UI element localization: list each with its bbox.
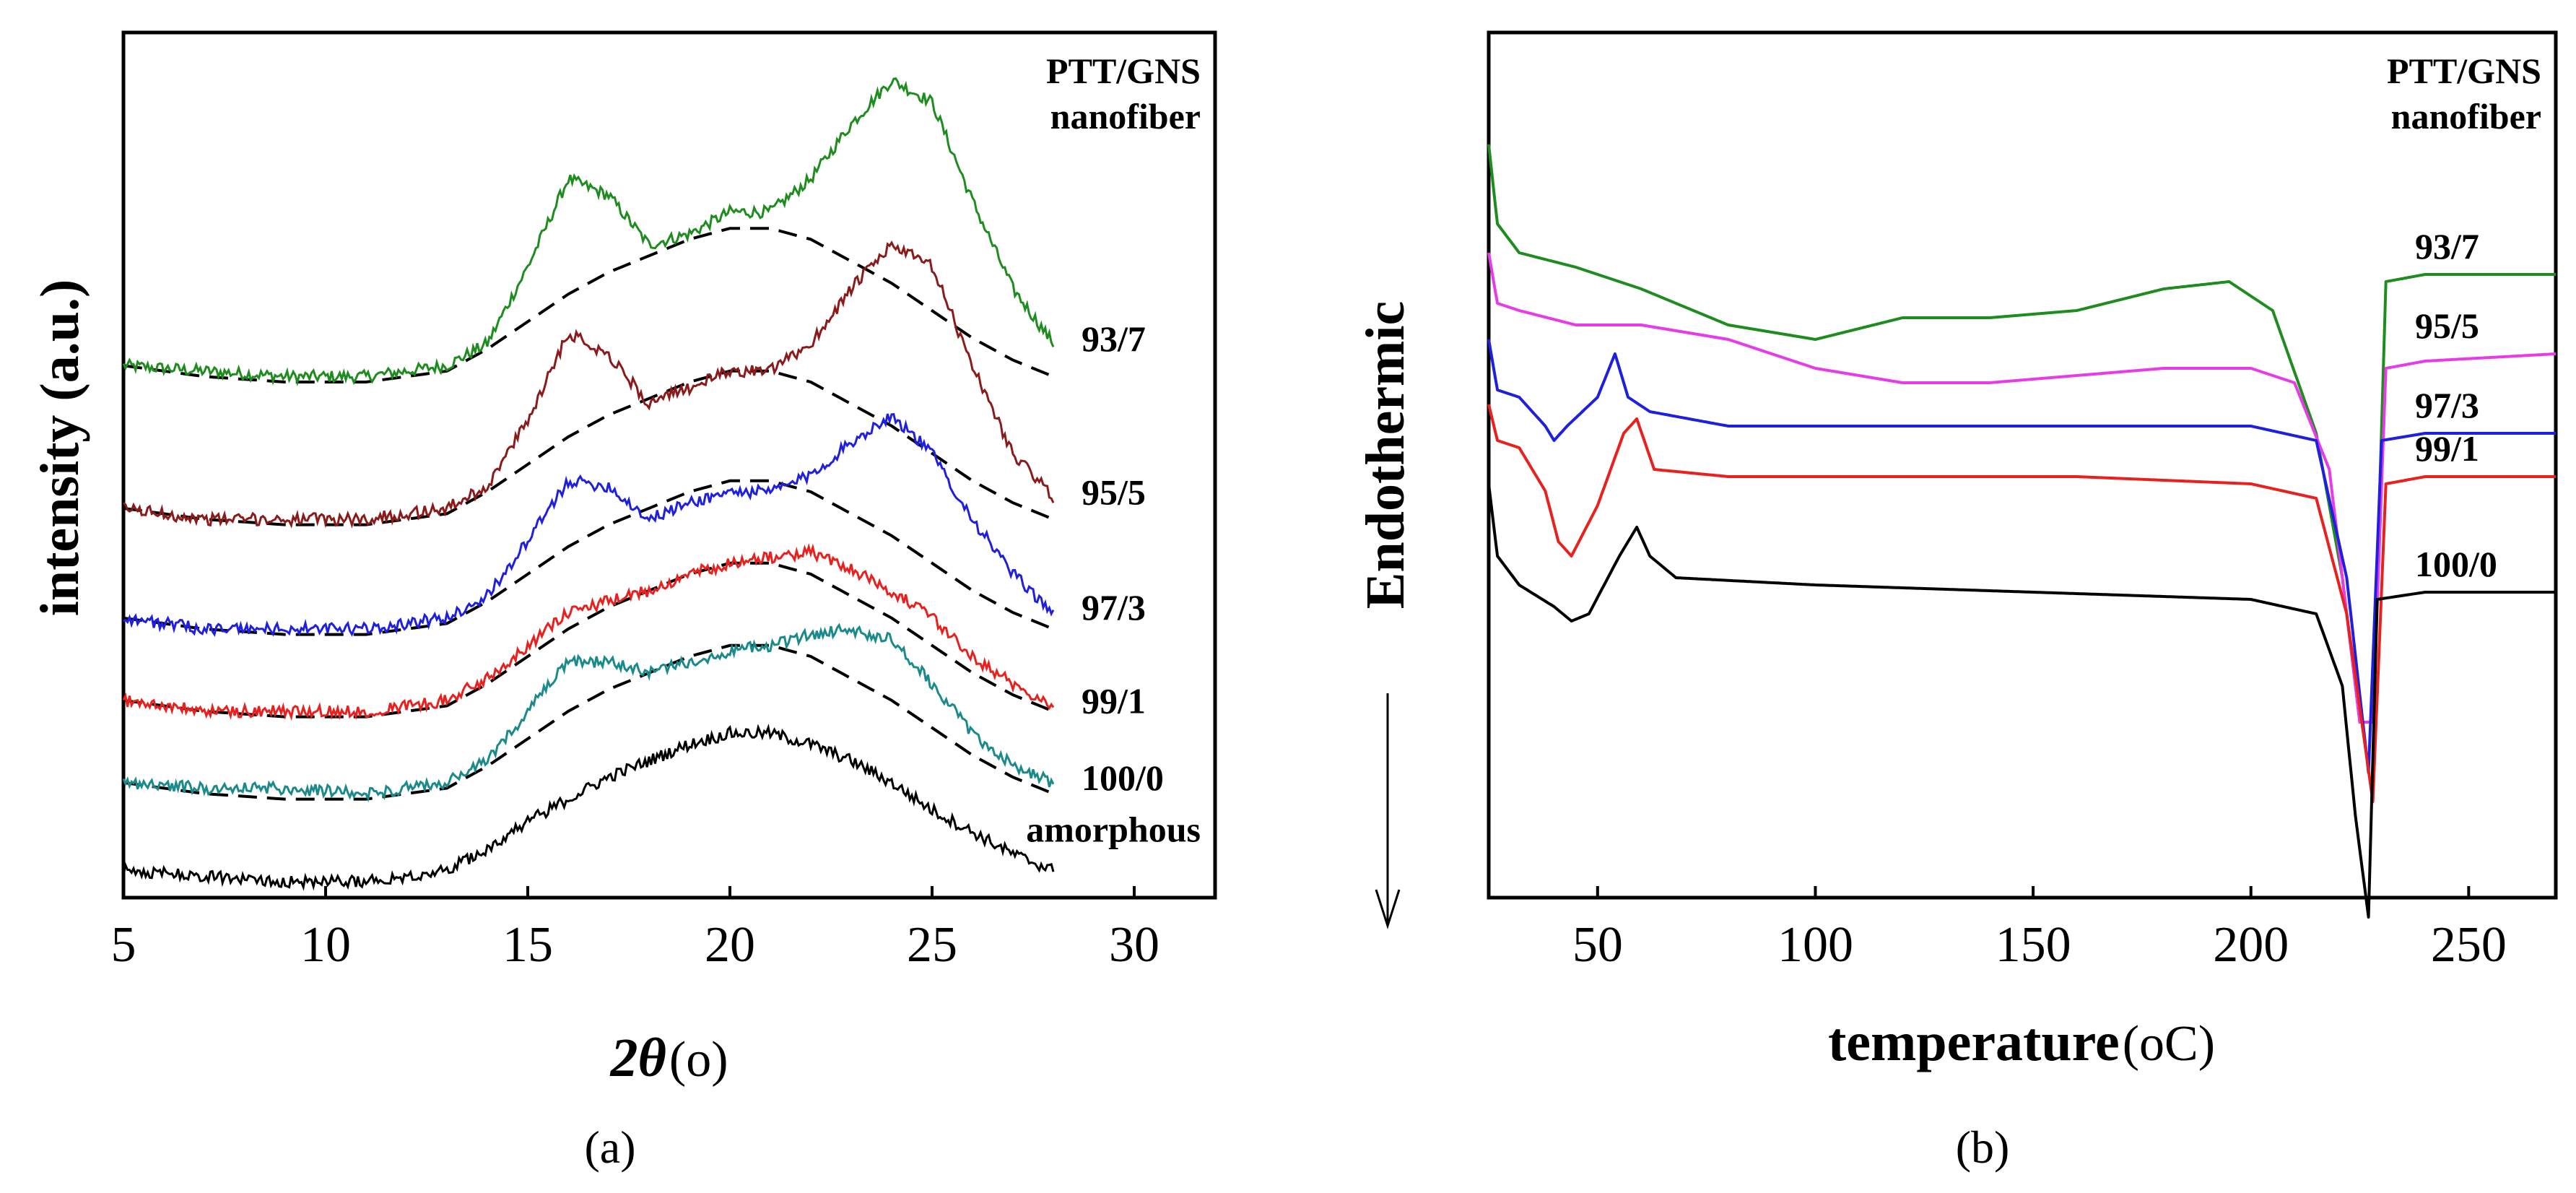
- x-tick-label-a: 10: [300, 917, 351, 973]
- series-labels-b: 93/7 95/5 97/399/1 100/0: [2415, 226, 2497, 584]
- series-line-99-1: [1487, 404, 2556, 803]
- baseline-100-0: [123, 643, 1054, 801]
- series-line-95-5: [123, 240, 1055, 529]
- baseline-93-7: [123, 227, 1054, 383]
- baseline-99-1: [123, 561, 1054, 719]
- series-label-a: 93/7: [1082, 318, 1146, 359]
- endothermic-arrow-head: [1375, 889, 1401, 929]
- plot-frame-a: [121, 30, 1217, 900]
- x-tick-label-b: 100: [1777, 917, 1853, 973]
- x-ticks-a: 5 10 15 20 25 30: [111, 886, 1159, 973]
- x-tick-label-a: 5: [111, 917, 136, 973]
- x-tick-label-a: 30: [1109, 917, 1159, 973]
- xrd-panel-a: 5 10 15 20 25 30 93/7 95/5 97/3 99/1 100/0 amorpho…: [30, 30, 1217, 1173]
- series-label-b: 95/5: [2415, 305, 2479, 346]
- x-tick-label-a: 25: [907, 917, 957, 973]
- plot-frame-b: [1487, 30, 2558, 900]
- x-tick-label-a: 15: [502, 917, 553, 973]
- baseline-97-3: [123, 479, 1054, 636]
- legend-header-line2-a: nanofiber: [1050, 96, 1201, 136]
- series-labels-a: 93/7 95/5 97/3 99/1 100/0 amorphous: [1026, 318, 1201, 850]
- dsc-panel-b: 50 100 150 200 250 93/7 95/5 97/399/1 100/0 PTT…: [1355, 30, 2558, 1173]
- series-group-a: [122, 77, 1055, 891]
- legend-header-line2-b: nanofiber: [2391, 96, 2541, 136]
- series-line-97-3: [1487, 339, 2556, 774]
- series-label-b: 97/3: [2415, 385, 2479, 425]
- x-axis-unit-a: (o): [669, 1032, 728, 1088]
- series-line-100-0: [122, 622, 1055, 803]
- series-label-a: 99/1: [1082, 680, 1146, 721]
- series-line-100-0: [1487, 483, 2556, 919]
- series-label-a: 100/0: [1082, 758, 1164, 798]
- series-label-a: 97/3: [1082, 587, 1146, 628]
- series-label-b: 100/0: [2415, 544, 2497, 584]
- panel-label-b: (b): [1956, 1122, 2010, 1173]
- y-axis-title-b: Endothermic: [1355, 301, 1416, 609]
- x-ticks-b: 50 100 150 200 250: [1572, 886, 2507, 973]
- series-group-b: [1487, 144, 2557, 919]
- series-line-amorphous: [122, 724, 1055, 891]
- x-tick-label-b: 250: [2431, 917, 2507, 973]
- x-axis-name-b: temperature: [1828, 1012, 2120, 1072]
- legend-header-line1-b: PTT/GNS: [2387, 51, 2541, 91]
- legend-header-line1-a: PTT/GNS: [1046, 51, 1201, 91]
- series-label-a: 95/5: [1082, 472, 1146, 513]
- series-label-a: amorphous: [1026, 809, 1201, 849]
- x-axis-title-b: temperature (oC): [1828, 1012, 2215, 1072]
- series-line-93-7: [1487, 144, 2556, 724]
- y-axis-title-a: intensity (a.u.): [30, 279, 90, 617]
- series-label-b: 99/1: [2415, 428, 2479, 469]
- x-tick-label-a: 20: [705, 917, 755, 973]
- series-label-b: 93/7: [2415, 226, 2479, 266]
- x-tick-label-b: 150: [1996, 917, 2071, 973]
- x-axis-unit-b: (oC): [2123, 1016, 2215, 1072]
- x-tick-label-b: 200: [2213, 917, 2289, 973]
- series-line-93-7: [122, 77, 1055, 387]
- x-tick-label-b: 50: [1572, 917, 1623, 973]
- series-line-99-1: [122, 543, 1055, 721]
- panel-label-a: (a): [584, 1122, 635, 1173]
- series-line-97-3: [123, 412, 1055, 638]
- x-axis-title-a: 2θ (o): [609, 1028, 728, 1088]
- baseline-95-5: [123, 369, 1054, 526]
- x-axis-symbol-a: 2θ: [609, 1028, 666, 1088]
- series-line-95-5: [1487, 252, 2557, 724]
